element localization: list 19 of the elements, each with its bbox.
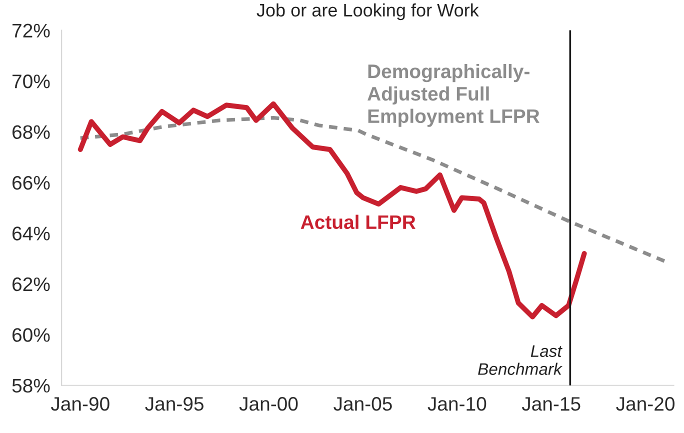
y-tick-label: 66% (12, 176, 50, 190)
x-tick-label: Jan-95 (145, 396, 204, 411)
series-label: Actual LFPR (300, 214, 416, 230)
y-tick-label: 72% (12, 24, 50, 38)
x-tick-label: Jan-05 (334, 396, 392, 411)
y-tick-label: 60% (12, 328, 50, 342)
x-tick-label: Jan-20 (616, 396, 674, 411)
y-tick-label: 64% (12, 226, 50, 240)
x-tick-label: Jan-00 (239, 396, 298, 411)
x-tick-label: Jan-15 (522, 397, 580, 411)
y-tick-label: 58% (12, 378, 50, 393)
ref-line-label: Last Benchmark (478, 345, 563, 375)
x-tick-label: Jan-90 (50, 396, 110, 411)
y-tick-label: 70% (12, 74, 50, 88)
y-tick-label: 62% (12, 277, 50, 292)
x-tick-label: Jan-10 (428, 396, 486, 411)
y-tick-label: 68% (12, 125, 50, 139)
series-label: Demographically- Adjusted Full Employment LFPR (368, 64, 540, 127)
chart-title: Job or are Looking for Work (256, 3, 479, 20)
